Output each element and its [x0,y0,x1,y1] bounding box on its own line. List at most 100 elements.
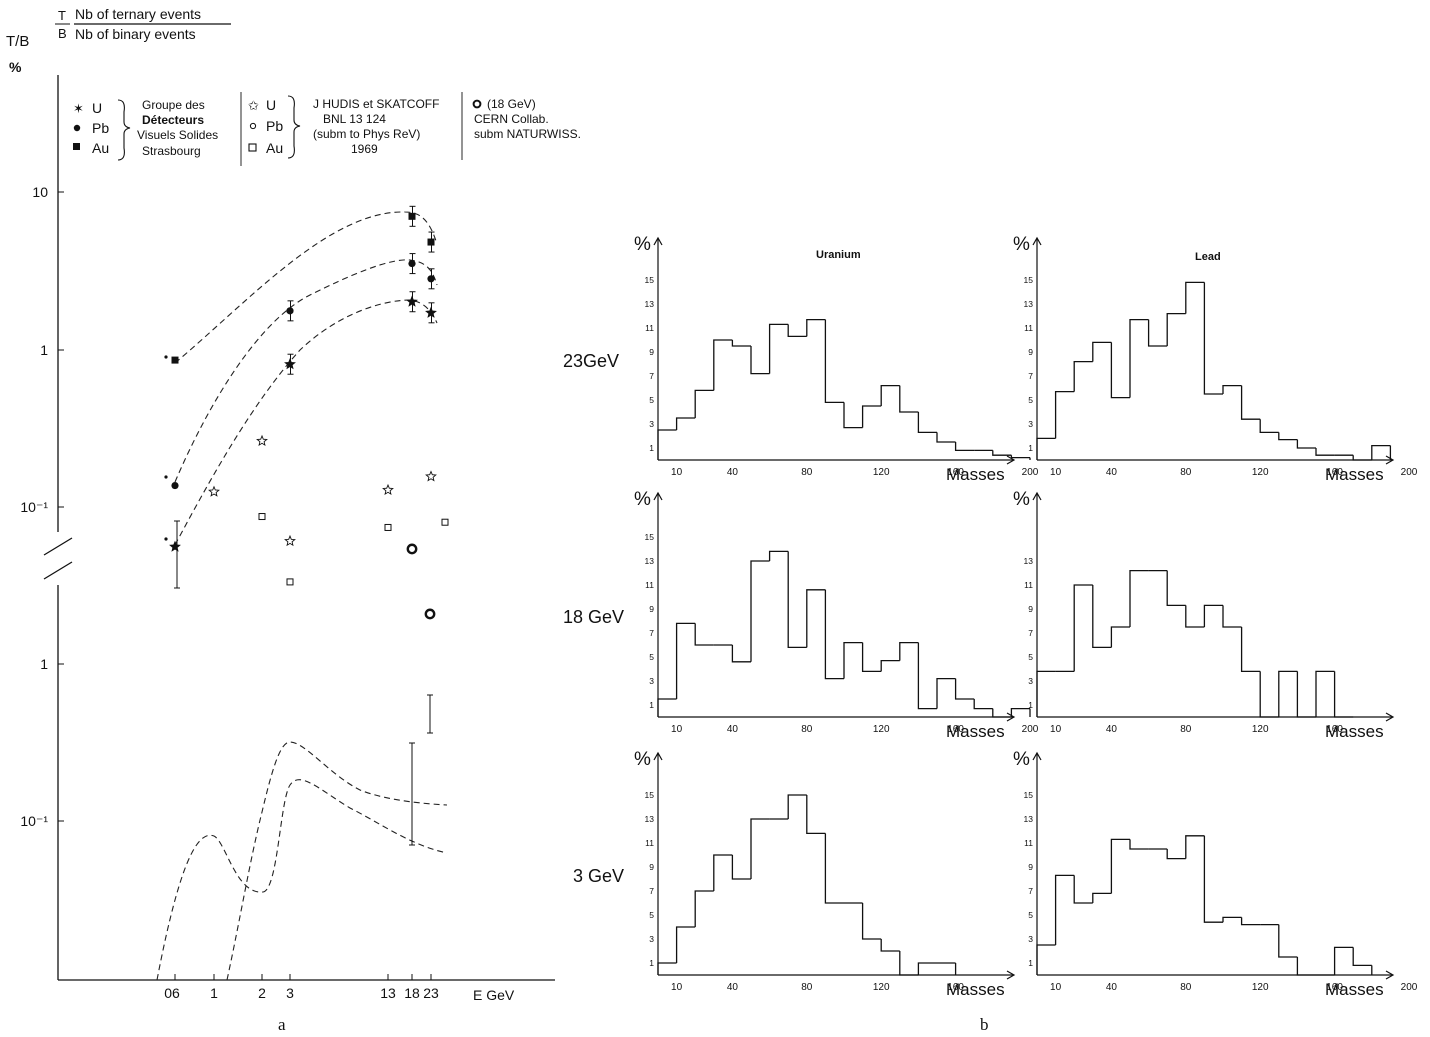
point-bold-circle [424,608,436,620]
histogram-bin [1352,947,1372,967]
y-arrow-icon [1032,236,1042,246]
point-filled-star [169,540,181,552]
column-title-lead: Lead [1195,251,1221,263]
x-tick-label: 10 [671,467,683,478]
histogram-bin [1259,419,1279,434]
x-tick-label: 200 [1401,467,1418,478]
y-tick-label: 7 [1028,371,1033,381]
histogram-bin [1185,605,1205,628]
y-tick-label: 13 [1024,814,1034,824]
ratio-symbol: T/B [6,33,29,50]
point-open-star [256,434,268,447]
x-axis-label: Masses [946,465,1005,484]
x-tick-label: 120 [1252,982,1269,993]
histogram-bin [1110,838,1130,894]
histogram-bin [973,699,993,710]
x-tick-label: 10 [671,982,683,993]
x-tick-label: 40 [1106,467,1118,478]
y-tick-label: 3 [649,676,654,686]
histogram-bin [1147,319,1168,347]
x-axis-label: Masses [946,980,1005,999]
histogram-bin [675,926,696,963]
y-tick-label: 7 [649,371,654,381]
legend-g1-u: U [92,100,102,116]
point-open-square [384,523,392,531]
y-tick-label: 3 [1028,934,1033,944]
y-tick-label: 13 [645,299,655,309]
histogram-bin [1129,569,1149,627]
histogram-bin [1054,390,1075,439]
panel-b: Uranium Lead 23GeV 18 GeV 3 GeV b % Masse… [563,234,1418,1034]
x-tick-label: 120 [873,982,890,993]
bold-circle-icon [472,99,482,109]
histogram-bin [1203,282,1223,395]
filled-star-icon: ✶ [73,101,84,116]
histogram-bin [1203,835,1223,923]
histogram-bin [1073,360,1093,392]
histogram-bin [1010,707,1030,717]
y-tick-label: 5 [1028,910,1033,920]
histogram-bin [787,324,807,338]
histogram-bin [694,623,714,646]
fit-curve-0 [174,211,438,364]
histogram-bin [1296,671,1316,718]
y-arrow-icon [1032,491,1042,501]
point-bold-circle [406,543,418,555]
y-tick-label: 1 [40,342,48,358]
histogram-bin [750,346,770,375]
y-tick-label: 13 [645,814,655,824]
legend-g1-au: Au [92,140,109,156]
x-axis-label: Masses [946,722,1005,741]
x-tick-label: 120 [873,724,890,735]
histogram-bin [750,560,770,662]
y-tick-label: 1 [40,656,48,672]
histogram-bin [1371,444,1391,460]
histogram-bin [806,318,826,337]
legend-g1-source-3: Visuels Solides [137,128,218,142]
x-tick-label: 10 [1050,467,1062,478]
histogram-bin [1222,916,1242,923]
legend-g1-source-4: Strasbourg [142,144,201,158]
y-tick-label: 1 [649,443,654,453]
histogram-bin [713,854,733,891]
histogram-bin [1092,341,1112,362]
reference-dot [164,537,168,541]
x-axis-label: Masses [1325,465,1384,484]
histogram-bin [1092,585,1112,649]
y-tick-label: 11 [645,580,654,590]
fit-curve-3 [156,779,448,981]
x-tick-label: 160 [1326,724,1343,735]
histogram-bin [657,429,677,460]
x-tick-label: 10 [671,724,683,735]
panel-a: T/B T B Nb of ternary events Nb of binar… [6,6,581,1034]
histogram-bin [1110,626,1130,648]
legend-g1-source-2: Détecteurs [142,113,204,127]
x-tick-label: 40 [727,467,739,478]
histogram-bin [1036,944,1056,975]
x-tick-label: 80 [801,982,813,993]
y-tick-label: 5 [649,395,654,405]
x-arrow-icon [1006,455,1016,465]
legend-g2-source-2: BNL 13 124 [323,112,386,126]
histogram-bin [787,551,807,649]
histogram-bin [1166,849,1186,860]
histogram-bin [787,794,807,819]
histogram-bin [936,677,956,709]
histogram-bin [917,962,937,975]
histogram-bin [917,642,937,710]
histogram-bin [1315,670,1335,717]
x-arrow-icon [1385,970,1395,980]
x-arrow-icon [1006,970,1016,980]
y-tick-label: 1 [1028,700,1033,710]
y-unit-label: % [1013,749,1030,770]
x-tick-label: 18 [404,985,420,1001]
legend: ✶ U Pb Au Groupe des Détecteurs Visuels … [73,92,581,166]
histogram-bin [917,412,937,434]
histogram-bin [806,795,826,835]
histogram-bin [861,405,882,428]
